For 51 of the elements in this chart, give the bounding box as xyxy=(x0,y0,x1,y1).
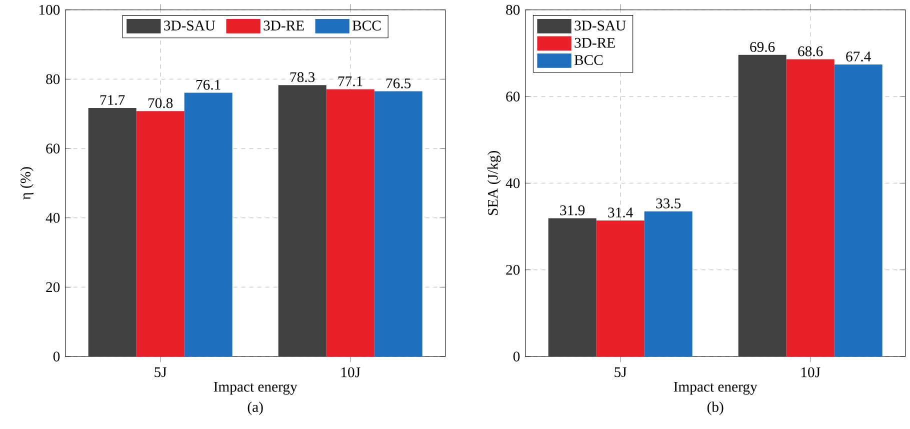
bar xyxy=(596,220,644,357)
legend-label: 3D-SAU xyxy=(164,20,216,31)
y-tick-label: 0 xyxy=(53,352,60,362)
bar xyxy=(278,85,326,357)
data-label: 70.8 xyxy=(148,98,173,108)
y-tick-label: 40 xyxy=(506,178,520,188)
data-label: 71.7 xyxy=(100,95,125,106)
y-tick-label: 80 xyxy=(46,74,60,84)
data-label: 33.5 xyxy=(656,198,681,209)
x-tick-label: 10J xyxy=(801,368,820,378)
y-tick-label: 60 xyxy=(46,144,60,154)
bar xyxy=(738,55,786,357)
y-tick-label: 20 xyxy=(46,282,60,292)
y-tick-label: 0 xyxy=(513,352,520,362)
legend-label: 3D-SAU xyxy=(574,20,626,31)
bar xyxy=(184,92,232,357)
x-axis-title: Impact energy xyxy=(674,382,758,395)
x-tick-label: 5J xyxy=(614,368,627,378)
bar xyxy=(326,89,374,357)
bar xyxy=(136,111,184,357)
legend-label: 3D-RE xyxy=(574,38,615,48)
bar xyxy=(374,92,422,357)
y-tick-label: 60 xyxy=(506,92,520,102)
legend-label: BCC xyxy=(574,55,603,66)
data-label: 77.1 xyxy=(338,76,362,87)
x-tick-label: 5J xyxy=(154,368,167,378)
text: (b) xyxy=(707,402,724,416)
y-tick-label: 100 xyxy=(39,5,60,16)
legend-label: 3D-RE xyxy=(264,20,304,31)
data-label: 68.6 xyxy=(798,46,823,57)
legend-label: BCC xyxy=(352,20,381,31)
y-axis-title: SEA (J/kg) xyxy=(487,151,501,216)
y-tick-label: 40 xyxy=(46,213,60,224)
bar xyxy=(786,59,834,357)
data-label: 31.4 xyxy=(608,208,633,218)
text: (a) xyxy=(248,402,263,416)
data-label: 78.3 xyxy=(290,72,315,82)
data-label: 67.4 xyxy=(846,52,871,62)
y-tick-label: 80 xyxy=(506,5,520,16)
x-tick-label: 10J xyxy=(341,368,360,378)
bar xyxy=(834,64,882,357)
data-label: 76.1 xyxy=(196,80,220,90)
data-label: 69.6 xyxy=(750,42,775,52)
bar xyxy=(88,108,136,357)
bar xyxy=(548,218,596,357)
data-label: 31.9 xyxy=(560,206,585,216)
y-tick-label: 20 xyxy=(506,265,520,276)
data-label: 76.5 xyxy=(386,78,411,89)
x-axis-title: Impact energy xyxy=(214,382,298,395)
y-axis-title: η (%) xyxy=(20,167,34,200)
bar xyxy=(644,212,692,357)
